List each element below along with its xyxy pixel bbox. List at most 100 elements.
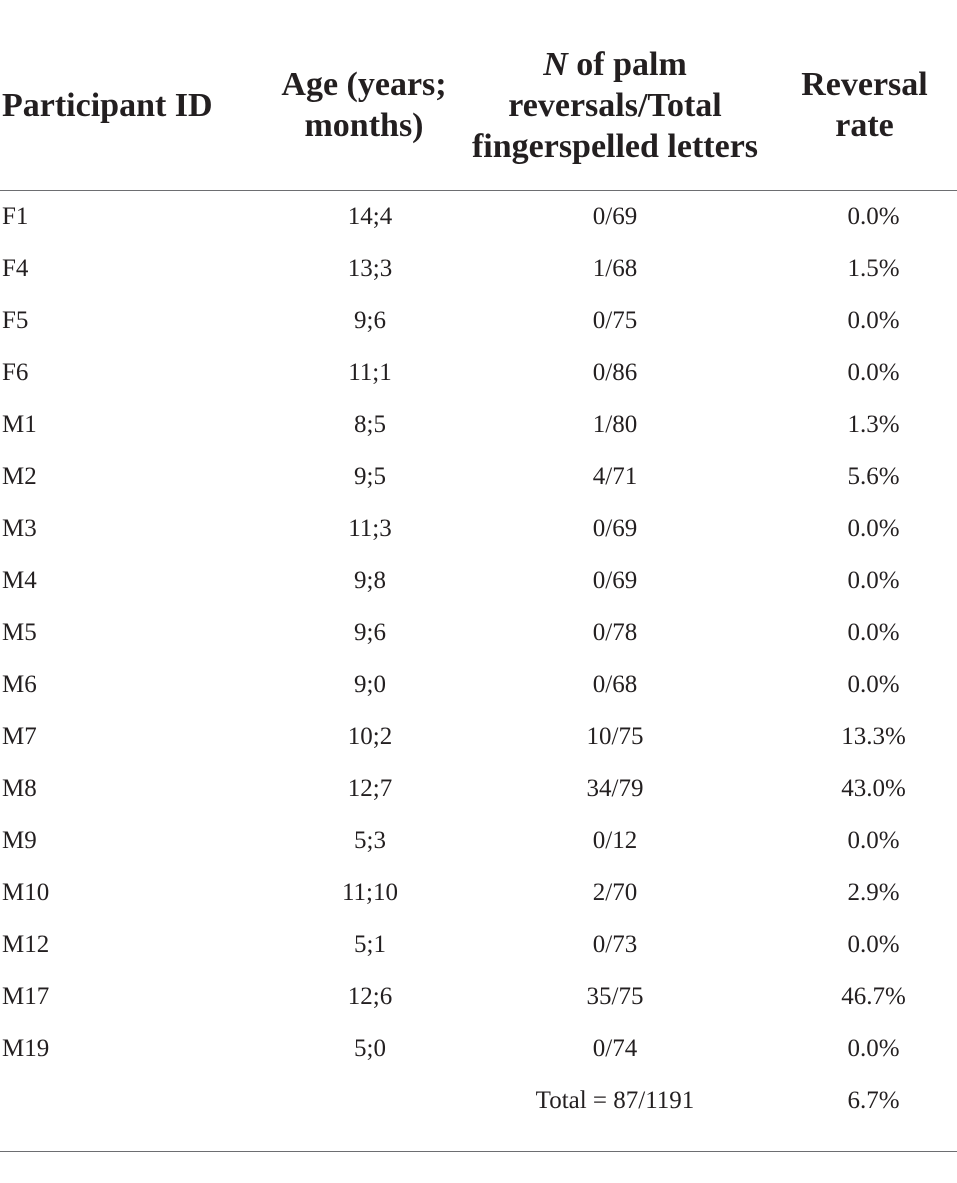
cell-reversal-rate: 0.0% xyxy=(847,827,900,854)
table-row: F4 13;3 1/68 1.5% xyxy=(0,243,957,295)
header-reversal-rate: Reversal rate xyxy=(760,20,957,191)
cell-age: 12;7 xyxy=(347,775,393,802)
cell-n-reversals: 1/68 xyxy=(592,255,638,282)
cell-n-reversals: 0/78 xyxy=(592,619,638,646)
table-footer xyxy=(0,1127,957,1152)
cell-age: 8;5 xyxy=(354,411,386,438)
cell-participant-id: M1 xyxy=(2,411,37,438)
cell-reversal-rate: 46.7% xyxy=(841,983,906,1010)
cell-reversal-rate: 1.5% xyxy=(847,255,900,282)
cell-participant-id: M7 xyxy=(2,723,37,750)
table-row: M8 12;7 34/79 43.0% xyxy=(0,763,957,815)
cell-age: 9;6 xyxy=(354,307,386,334)
cell-reversal-rate: 0.0% xyxy=(847,1035,900,1062)
reversal-table: Participant ID Age (years; months) N of … xyxy=(0,20,957,1152)
header-n-reversals: N of palm reversals/Total fingerspelled … xyxy=(460,20,760,191)
table-row: M12 5;1 0/73 0.0% xyxy=(0,919,957,971)
cell-n-reversals: 0/69 xyxy=(592,203,638,230)
cell-participant-id: F1 xyxy=(2,203,29,230)
table-row: Total = 87/1191 6.7% xyxy=(0,1075,957,1127)
table-row: M5 9;6 0/78 0.0% xyxy=(0,607,957,659)
cell-participant-id: M3 xyxy=(2,515,37,542)
table-header: Participant ID Age (years; months) N of … xyxy=(0,20,957,191)
footer-cell xyxy=(760,1127,957,1152)
cell-participant-id: M2 xyxy=(2,463,37,490)
cell-reversal-rate: 1.3% xyxy=(847,411,900,438)
cell-participant-id: M19 xyxy=(2,1035,50,1062)
cell-reversal-rate: 6.7% xyxy=(847,1087,900,1114)
cell-age: 9;8 xyxy=(354,567,386,594)
cell-reversal-rate: 0.0% xyxy=(847,619,900,646)
cell-reversal-rate: 0.0% xyxy=(847,671,900,698)
table-row: F5 9;6 0/75 0.0% xyxy=(0,295,957,347)
cell-participant-id xyxy=(0,1075,250,1127)
table-row: M10 11;10 2/70 2.9% xyxy=(0,867,957,919)
cell-reversal-rate: 0.0% xyxy=(847,567,900,594)
table-row: M7 10;2 10/75 13.3% xyxy=(0,711,957,763)
header-row: Participant ID Age (years; months) N of … xyxy=(0,20,957,191)
footer-cell xyxy=(460,1127,760,1152)
cell-n-reversals: 0/69 xyxy=(592,567,638,594)
cell-age xyxy=(250,1075,460,1127)
cell-n-reversals: 0/86 xyxy=(592,359,638,386)
cell-n-reversals: 0/12 xyxy=(592,827,638,854)
cell-age: 12;6 xyxy=(347,983,393,1010)
cell-participant-id: M8 xyxy=(2,775,37,802)
cell-participant-id: M6 xyxy=(2,671,37,698)
cell-n-reversals: 2/70 xyxy=(592,879,638,906)
cell-n-reversals: 35/75 xyxy=(586,983,644,1010)
cell-participant-id: F4 xyxy=(2,255,29,282)
cell-participant-id: M12 xyxy=(2,931,50,958)
cell-age: 5;0 xyxy=(354,1035,386,1062)
cell-reversal-rate: 0.0% xyxy=(847,307,900,334)
cell-age: 9;5 xyxy=(354,463,386,490)
cell-reversal-rate: 2.9% xyxy=(847,879,900,906)
header-age: Age (years; months) xyxy=(250,20,460,191)
header-n-italic: N xyxy=(543,45,568,83)
cell-participant-id: F5 xyxy=(2,307,29,334)
cell-age: 5;3 xyxy=(354,827,386,854)
header-participant-id: Participant ID xyxy=(0,20,250,191)
cell-age: 9;6 xyxy=(354,619,386,646)
cell-age: 9;0 xyxy=(354,671,386,698)
table-row: F1 14;4 0/69 0.0% xyxy=(0,191,957,244)
table-row: M1 8;5 1/80 1.3% xyxy=(0,399,957,451)
cell-reversal-rate: 0.0% xyxy=(847,359,900,386)
table-body: F1 14;4 0/69 0.0% F4 13;3 1/68 1.5% F5 9;6 0/75 0.0… xyxy=(0,191,957,1128)
cell-n-reversals: 0/73 xyxy=(592,931,638,958)
cell-age: 13;3 xyxy=(347,255,393,282)
cell-n-reversals: 1/80 xyxy=(592,411,638,438)
cell-n-reversals: 0/69 xyxy=(592,515,638,542)
cell-age: 14;4 xyxy=(347,203,393,230)
cell-n-reversals: 10/75 xyxy=(586,723,644,750)
cell-participant-id: F6 xyxy=(2,359,29,386)
table-row: M2 9;5 4/71 5.6% xyxy=(0,451,957,503)
cell-n-reversals: 0/68 xyxy=(592,671,638,698)
table-row: M9 5;3 0/12 0.0% xyxy=(0,815,957,867)
cell-age: 11;3 xyxy=(348,515,392,542)
footer-cell xyxy=(250,1127,460,1152)
footer-rule-row xyxy=(0,1127,957,1152)
table-row: M4 9;8 0/69 0.0% xyxy=(0,555,957,607)
cell-age: 11;10 xyxy=(341,879,399,906)
cell-n-reversals: Total = 87/1191 xyxy=(535,1087,695,1114)
cell-age: 11;1 xyxy=(348,359,392,386)
cell-age: 10;2 xyxy=(347,723,393,750)
cell-n-reversals: 34/79 xyxy=(586,775,644,802)
cell-reversal-rate: 0.0% xyxy=(847,931,900,958)
table-row: F6 11;1 0/86 0.0% xyxy=(0,347,957,399)
cell-participant-id: M17 xyxy=(2,983,50,1010)
cell-participant-id: M5 xyxy=(2,619,37,646)
cell-reversal-rate: 5.6% xyxy=(847,463,900,490)
cell-n-reversals: 0/74 xyxy=(592,1035,638,1062)
header-n-rest: of palm reversals/Total fingerspelled le… xyxy=(471,45,759,165)
table-row: M19 5;0 0/74 0.0% xyxy=(0,1023,957,1075)
cell-n-reversals: 0/75 xyxy=(592,307,638,334)
table-row: M17 12;6 35/75 46.7% xyxy=(0,971,957,1023)
cell-reversal-rate: 0.0% xyxy=(847,515,900,542)
cell-participant-id: M4 xyxy=(2,567,37,594)
cell-age: 5;1 xyxy=(354,931,386,958)
cell-reversal-rate: 43.0% xyxy=(841,775,906,802)
table-row: M3 11;3 0/69 0.0% xyxy=(0,503,957,555)
cell-reversal-rate: 13.3% xyxy=(841,723,906,750)
